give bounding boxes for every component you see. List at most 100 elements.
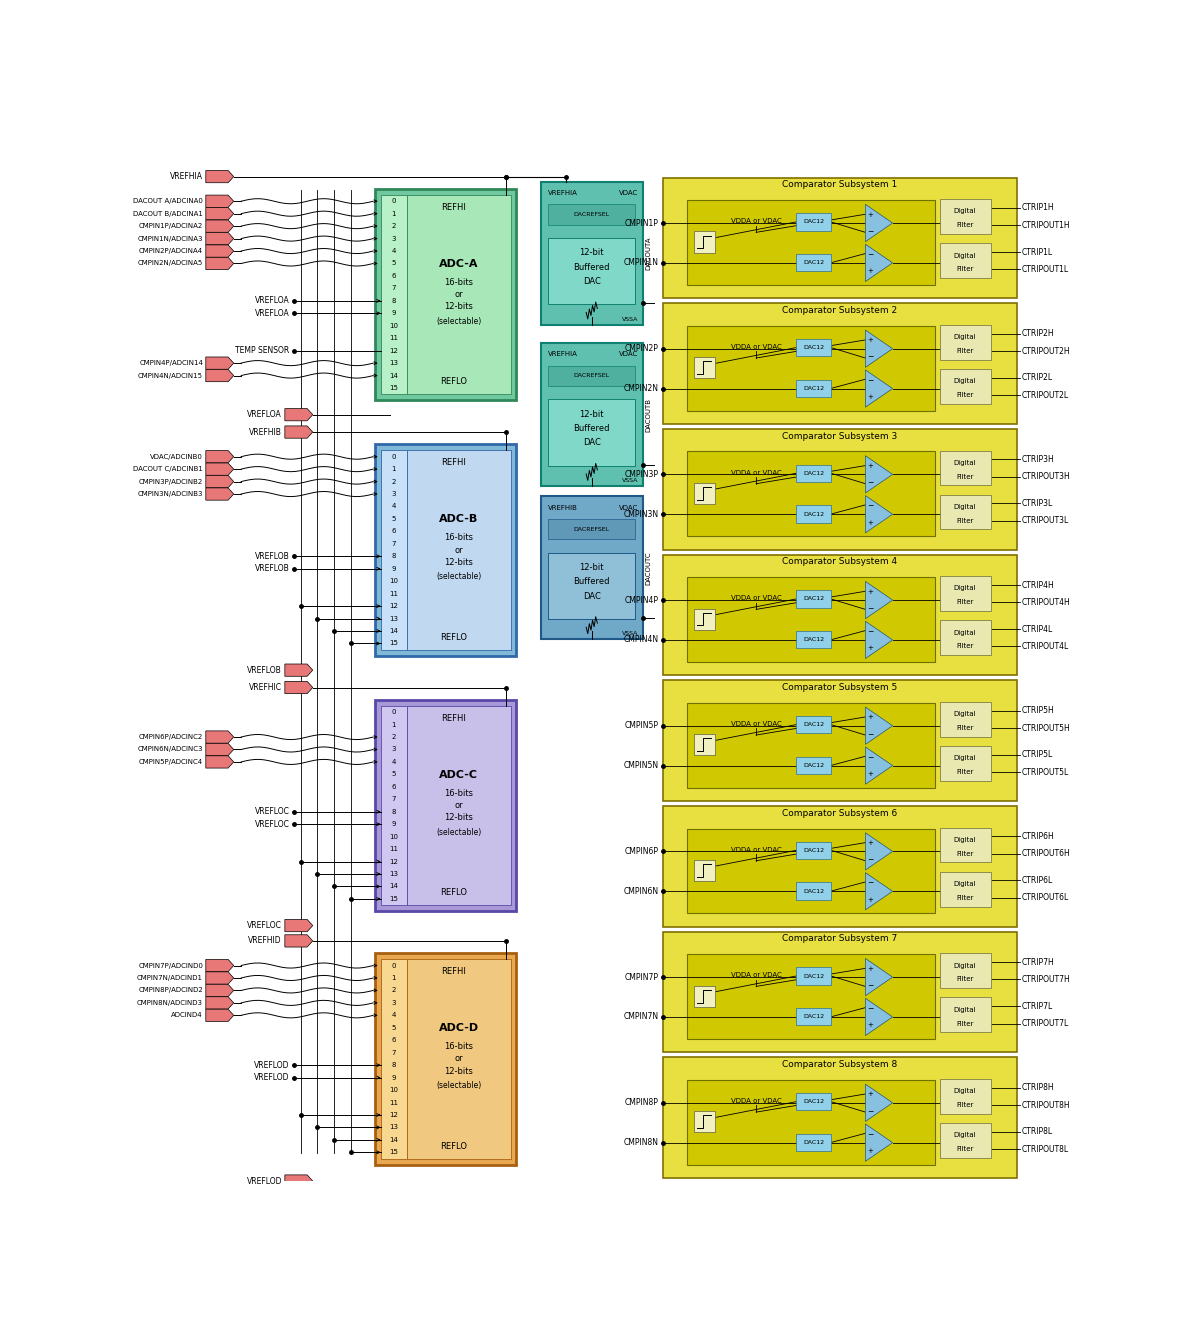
- Text: DAC12: DAC12: [803, 889, 824, 893]
- Text: VREFLOD: VREFLOD: [246, 1177, 282, 1185]
- Text: DAC12: DAC12: [803, 260, 824, 265]
- Polygon shape: [865, 455, 893, 494]
- Text: Comparator Subsystem 2: Comparator Subsystem 2: [782, 307, 898, 314]
- Text: CMPIN1N/ADCINA3: CMPIN1N/ADCINA3: [138, 236, 203, 242]
- Bar: [380, 959, 407, 1158]
- Bar: [796, 380, 832, 397]
- Bar: [694, 860, 714, 881]
- Text: VDDA or VDAC: VDDA or VDAC: [731, 344, 781, 350]
- Text: VREFHIC: VREFHIC: [250, 683, 282, 691]
- Text: CTRIPOUT4L: CTRIPOUT4L: [1021, 642, 1069, 652]
- Text: DAC12: DAC12: [803, 848, 824, 853]
- Text: CMPIN2P/ADCINA4: CMPIN2P/ADCINA4: [139, 248, 203, 253]
- Text: 4: 4: [391, 503, 396, 510]
- Text: CTRIP5L: CTRIP5L: [1021, 750, 1052, 759]
- Bar: [376, 699, 516, 912]
- Text: DAC12: DAC12: [803, 511, 824, 516]
- Text: 1: 1: [391, 975, 396, 981]
- Polygon shape: [865, 244, 893, 281]
- Text: −: −: [868, 878, 874, 888]
- Bar: [940, 199, 991, 234]
- Text: DAC12: DAC12: [803, 763, 824, 768]
- Text: 5: 5: [391, 260, 396, 267]
- Text: CTRIP8H: CTRIP8H: [1021, 1083, 1054, 1092]
- Text: 4: 4: [391, 248, 396, 253]
- Text: 3: 3: [391, 999, 396, 1006]
- Text: 8: 8: [391, 553, 396, 559]
- Polygon shape: [284, 1174, 313, 1188]
- Text: CMPIN4N/ADCIN15: CMPIN4N/ADCIN15: [138, 373, 203, 378]
- Polygon shape: [206, 985, 234, 997]
- Text: 0: 0: [391, 709, 396, 715]
- Text: Digital: Digital: [954, 629, 977, 636]
- Text: ADC-B: ADC-B: [439, 515, 479, 524]
- Text: CTRIPOUT2L: CTRIPOUT2L: [1021, 390, 1068, 399]
- Text: 13: 13: [389, 616, 398, 621]
- Text: 3: 3: [391, 491, 396, 498]
- Bar: [540, 344, 643, 486]
- Bar: [686, 703, 935, 788]
- Text: −: −: [868, 227, 874, 236]
- Polygon shape: [284, 920, 313, 932]
- Polygon shape: [206, 997, 234, 1009]
- Text: +: +: [868, 645, 874, 652]
- Text: CMPIN3N/ADCINB3: CMPIN3N/ADCINB3: [138, 491, 203, 498]
- Text: DACREFSEL: DACREFSEL: [574, 373, 610, 378]
- Text: VREFLOA: VREFLOA: [254, 296, 289, 305]
- Text: CMPIN1P/ADCINA2: CMPIN1P/ADCINA2: [139, 223, 203, 230]
- Text: TEMP SENSOR: TEMP SENSOR: [235, 346, 289, 356]
- Text: Filter: Filter: [956, 644, 974, 649]
- Text: VDDA or VDAC: VDDA or VDAC: [731, 219, 781, 224]
- Text: CMPIN8N/ADCIND3: CMPIN8N/ADCIND3: [137, 999, 203, 1006]
- Text: 15: 15: [389, 896, 398, 902]
- Text: REFLO: REFLO: [440, 888, 467, 897]
- Text: VDDA or VDAC: VDDA or VDAC: [731, 470, 781, 475]
- Bar: [796, 214, 832, 231]
- Text: +: +: [868, 337, 874, 344]
- Text: CTRIPOUT1L: CTRIPOUT1L: [1021, 265, 1068, 273]
- Bar: [548, 519, 636, 539]
- Bar: [376, 188, 516, 401]
- Text: CMPIN7N/ADCIND1: CMPIN7N/ADCIND1: [137, 975, 203, 981]
- Bar: [940, 746, 991, 780]
- Bar: [694, 231, 714, 252]
- Text: 12-bits: 12-bits: [444, 813, 473, 823]
- Text: VDAC: VDAC: [619, 190, 638, 196]
- Bar: [664, 429, 1016, 549]
- Text: 7: 7: [391, 1050, 396, 1056]
- Text: CTRIP2H: CTRIP2H: [1021, 329, 1054, 338]
- Text: 6: 6: [391, 528, 396, 535]
- Text: 13: 13: [389, 360, 398, 366]
- Text: DACOUT C/ADCINB1: DACOUT C/ADCINB1: [133, 466, 203, 472]
- Text: CMPIN8P/ADCIND2: CMPIN8P/ADCIND2: [138, 987, 203, 994]
- Text: CTRIP1H: CTRIP1H: [1021, 203, 1054, 212]
- Text: 5: 5: [391, 516, 396, 522]
- Polygon shape: [865, 370, 893, 407]
- Text: Digital: Digital: [954, 711, 977, 717]
- Text: VREFLOB: VREFLOB: [247, 666, 282, 674]
- Polygon shape: [865, 707, 893, 744]
- Polygon shape: [865, 873, 893, 910]
- Text: 16-bits: 16-bits: [444, 1042, 473, 1051]
- Text: VREFLOC: VREFLOC: [247, 921, 282, 930]
- Polygon shape: [206, 195, 234, 207]
- Text: +: +: [868, 714, 874, 721]
- Text: VREFLOB: VREFLOB: [254, 564, 289, 573]
- Text: ADCIND4: ADCIND4: [172, 1013, 203, 1018]
- Text: −: −: [868, 1129, 874, 1139]
- Bar: [407, 706, 511, 905]
- Bar: [686, 200, 935, 285]
- Text: CTRIP3L: CTRIP3L: [1021, 499, 1052, 508]
- Bar: [380, 195, 407, 394]
- Text: Comparator Subsystem 3: Comparator Subsystem 3: [782, 431, 898, 441]
- Text: DAC12: DAC12: [803, 1099, 824, 1104]
- Bar: [694, 609, 714, 630]
- Text: −: −: [868, 856, 874, 864]
- Polygon shape: [206, 245, 234, 257]
- Text: 7: 7: [391, 541, 396, 547]
- Bar: [664, 555, 1016, 675]
- Polygon shape: [206, 756, 234, 768]
- Text: 9: 9: [391, 1075, 396, 1080]
- Polygon shape: [284, 409, 313, 421]
- Bar: [940, 243, 991, 279]
